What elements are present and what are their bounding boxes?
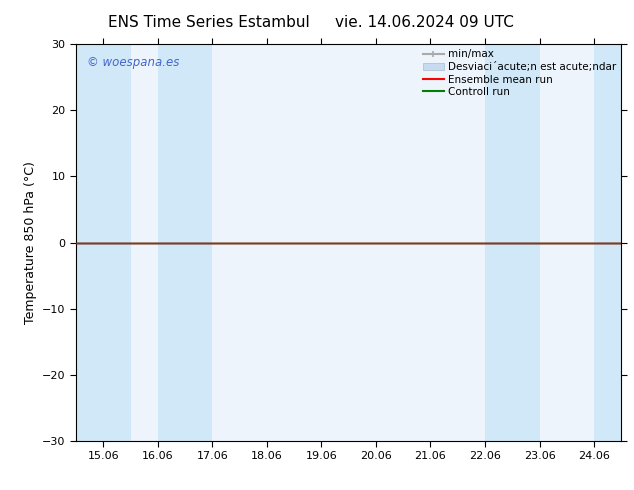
Y-axis label: Temperature 850 hPa (°C): Temperature 850 hPa (°C) [23,161,37,324]
Bar [158,44,212,441]
Bar [594,44,621,441]
Bar [485,44,540,441]
Text: vie. 14.06.2024 09 UTC: vie. 14.06.2024 09 UTC [335,15,514,30]
Bar [76,44,131,441]
Text: ENS Time Series Estambul: ENS Time Series Estambul [108,15,310,30]
Legend: min/max, Desviaci´acute;n est acute;ndar, Ensemble mean run, Controll run: min/max, Desviaci´acute;n est acute;ndar… [421,47,618,99]
Text: © woespana.es: © woespana.es [87,56,179,69]
